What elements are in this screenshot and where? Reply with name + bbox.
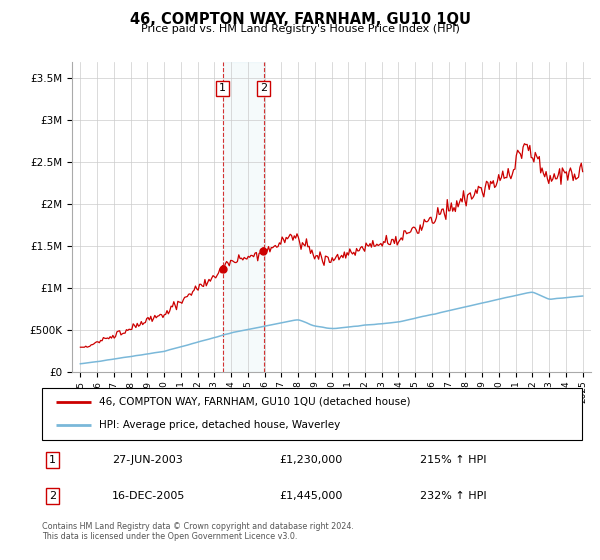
Text: 1: 1 [219,83,226,94]
Bar [223,62,263,372]
Text: 1: 1 [49,455,56,465]
Text: 215% ↑ HPI: 215% ↑ HPI [420,455,487,465]
Text: 2: 2 [260,83,267,94]
Text: HPI: Average price, detached house, Waverley: HPI: Average price, detached house, Wave… [98,420,340,430]
Text: 46, COMPTON WAY, FARNHAM, GU10 1QU: 46, COMPTON WAY, FARNHAM, GU10 1QU [130,12,470,27]
Text: 46, COMPTON WAY, FARNHAM, GU10 1QU (detached house): 46, COMPTON WAY, FARNHAM, GU10 1QU (deta… [98,397,410,407]
Text: 2: 2 [49,491,56,501]
Text: £1,230,000: £1,230,000 [280,455,343,465]
FancyBboxPatch shape [42,388,582,440]
Text: 27-JUN-2003: 27-JUN-2003 [112,455,183,465]
Text: £1,445,000: £1,445,000 [280,491,343,501]
Text: Contains HM Land Registry data © Crown copyright and database right 2024.
This d: Contains HM Land Registry data © Crown c… [42,522,354,542]
Text: Price paid vs. HM Land Registry's House Price Index (HPI): Price paid vs. HM Land Registry's House … [140,24,460,34]
Text: 16-DEC-2005: 16-DEC-2005 [112,491,185,501]
Text: 232% ↑ HPI: 232% ↑ HPI [420,491,487,501]
